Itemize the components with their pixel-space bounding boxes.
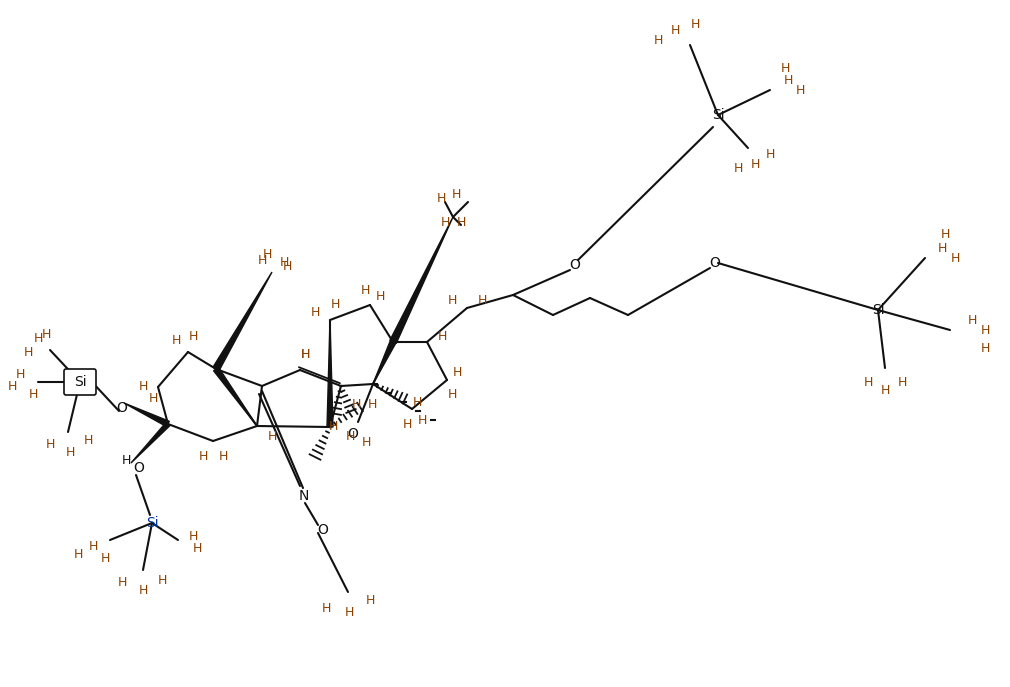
Text: H: H: [653, 34, 663, 47]
Text: H: H: [864, 376, 873, 389]
Text: H: H: [766, 148, 775, 161]
Text: O: O: [570, 258, 581, 272]
Text: H: H: [366, 594, 375, 607]
Text: H: H: [440, 216, 449, 229]
Text: H: H: [437, 330, 446, 344]
Text: H: H: [300, 348, 310, 361]
Text: H: H: [345, 431, 355, 444]
Text: H: H: [121, 453, 130, 466]
Text: H: H: [447, 389, 457, 401]
Text: H: H: [981, 341, 990, 354]
Text: H: H: [66, 445, 75, 458]
Text: H: H: [321, 602, 330, 614]
Text: H: H: [258, 254, 267, 267]
Text: H: H: [74, 548, 83, 561]
Text: H: H: [158, 574, 167, 587]
Text: O: O: [116, 401, 127, 415]
Text: H: H: [172, 333, 181, 346]
Polygon shape: [213, 368, 257, 426]
Text: H: H: [188, 330, 198, 344]
Text: H: H: [950, 251, 960, 264]
Text: N: N: [299, 489, 309, 503]
Text: H: H: [362, 436, 371, 449]
Text: H: H: [478, 293, 487, 306]
Text: H: H: [981, 324, 990, 337]
Text: H: H: [300, 348, 310, 361]
Text: H: H: [351, 398, 361, 411]
Polygon shape: [390, 217, 453, 344]
Text: H: H: [784, 74, 793, 87]
Text: H: H: [436, 192, 445, 205]
Text: O: O: [317, 523, 328, 537]
Text: H: H: [138, 381, 147, 394]
Text: H: H: [15, 368, 24, 381]
Text: O: O: [347, 427, 359, 441]
Text: H: H: [781, 62, 790, 74]
Polygon shape: [373, 341, 396, 384]
FancyBboxPatch shape: [64, 369, 96, 395]
Text: Si: Si: [74, 375, 86, 389]
Text: H: H: [41, 328, 51, 341]
Text: H: H: [412, 396, 422, 409]
Text: H: H: [33, 333, 42, 346]
Text: H: H: [671, 23, 680, 36]
Text: H: H: [117, 576, 126, 589]
Text: H: H: [330, 298, 339, 311]
Text: H: H: [88, 541, 98, 554]
Text: H: H: [451, 188, 461, 201]
Polygon shape: [213, 272, 272, 371]
Text: H: H: [83, 433, 93, 447]
Text: H: H: [690, 19, 700, 32]
Polygon shape: [131, 423, 170, 463]
Text: Si: Si: [872, 303, 885, 317]
Text: H: H: [417, 414, 426, 427]
Text: H: H: [881, 383, 890, 396]
Text: H: H: [897, 376, 907, 389]
Text: H: H: [280, 256, 289, 269]
Text: H: H: [28, 389, 37, 401]
Text: Si: Si: [712, 108, 724, 122]
Polygon shape: [327, 320, 333, 427]
Text: H: H: [457, 216, 466, 229]
Text: H: H: [268, 429, 277, 442]
Text: H: H: [23, 346, 32, 359]
Polygon shape: [124, 403, 170, 427]
Text: H: H: [148, 392, 158, 405]
Text: H: H: [368, 398, 377, 412]
Text: H: H: [218, 449, 227, 462]
Text: H: H: [263, 247, 272, 260]
Text: H: H: [937, 242, 946, 254]
Text: H: H: [452, 365, 462, 379]
Text: H: H: [198, 449, 208, 462]
Text: O: O: [133, 461, 144, 475]
Text: H: H: [940, 229, 949, 242]
Text: H: H: [188, 530, 198, 543]
Text: H: H: [344, 605, 354, 618]
Text: H: H: [795, 84, 805, 96]
Text: H: H: [138, 583, 147, 596]
Text: H: H: [192, 541, 202, 554]
Text: H: H: [283, 260, 292, 273]
Text: H: H: [7, 379, 17, 392]
Text: H: H: [968, 313, 977, 326]
Text: H: H: [376, 291, 385, 304]
Text: H: H: [328, 420, 337, 433]
Text: H: H: [447, 293, 457, 306]
Text: H: H: [100, 552, 110, 565]
Text: H: H: [733, 161, 742, 174]
Text: Si: Si: [145, 516, 159, 530]
Text: O: O: [710, 256, 720, 270]
Text: H: H: [361, 284, 370, 297]
Text: H: H: [310, 306, 320, 319]
Text: H: H: [750, 159, 760, 172]
Text: H: H: [45, 438, 55, 451]
Text: H: H: [402, 418, 412, 431]
